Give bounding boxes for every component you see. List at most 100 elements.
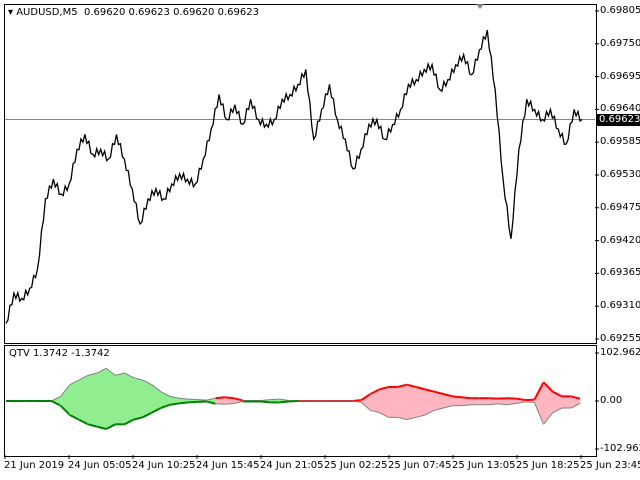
indicator-lower-line (279, 400, 289, 404)
indicator-lower-line (406, 416, 417, 421)
indicator-lower-line (497, 403, 508, 406)
time-label: 24 Jun 10:25 (132, 460, 196, 471)
indicator-upper-line (461, 396, 471, 400)
price-tick-label: 0.69805 (600, 5, 640, 16)
time-label: 24 Jun 15:45 (196, 460, 260, 471)
price-series-line (5, 29, 583, 324)
indicator-upper-line (105, 367, 116, 376)
indicator-lower-line (105, 423, 116, 430)
indicator-lower-line (261, 400, 271, 404)
indicator-upper-line (142, 379, 153, 386)
indicator-upper-line (151, 384, 162, 393)
indicator-lower-line (123, 418, 135, 426)
time-label: 25 Jun 23:45 (580, 460, 640, 471)
indicator-lower-line (424, 409, 435, 416)
price-chart[interactable] (4, 4, 597, 344)
time-label: 25 Jun 07:45 (388, 460, 452, 471)
indicator-upper-line (533, 381, 545, 401)
price-tick-label: 0.69365 (600, 267, 640, 279)
indicator-upper-line (570, 395, 581, 400)
indicator-upper-line (179, 397, 189, 400)
indicator-lower-line (142, 411, 153, 419)
price-tick-label: 0.69255 (600, 333, 640, 344)
indicator-lower-line (516, 401, 526, 404)
indicator-fill (105, 367, 116, 430)
price-tick-label: 0.69750 (600, 37, 640, 49)
indicator-lower-line (434, 407, 444, 411)
indicator-upper-line (516, 397, 526, 402)
indicator-upper-line (233, 397, 244, 402)
indicator-lower-line (59, 404, 71, 416)
indicator-fill (69, 379, 80, 421)
indicator-upper-line (60, 384, 71, 397)
indicator-lower-line (179, 401, 189, 405)
indicator-fill (379, 386, 389, 418)
indicator-upper-line (51, 395, 61, 402)
indicator-lower-line (543, 412, 554, 425)
price-tick-label: 0.69585 (600, 136, 640, 148)
time-label: 24 Jun 21:05 (260, 460, 324, 471)
indicator-upper-line (415, 386, 426, 391)
indicator-lower-line (96, 425, 107, 430)
indicator-lower-line (151, 407, 162, 414)
indicator-lower-line (370, 409, 380, 414)
indicator-header: QTV 1.3742 -1.3742 (9, 348, 110, 359)
indicator-lower-line (160, 403, 171, 409)
price-tick-label: 0.69475 (600, 201, 640, 213)
indicator-upper-line (215, 396, 225, 400)
indicator-upper-line (169, 395, 180, 399)
indicator-upper-line (160, 391, 171, 397)
indicator-fill (78, 374, 89, 425)
indicator-lower-line (87, 423, 98, 428)
price-tick-label: 0.69695 (600, 70, 640, 82)
indicator-lower-line (169, 402, 180, 406)
indicator-upper-line (78, 374, 89, 381)
indicator-lower-line (533, 402, 545, 425)
indicator-lower-line (507, 402, 517, 406)
indicator-upper-line (552, 390, 563, 398)
price-tick-label: 0.69530 (600, 169, 640, 180)
indicator-values: 1.3742 -1.3742 (33, 348, 110, 359)
indicator-upper-line (87, 372, 98, 376)
indicator-tick-label: 0.00 (600, 395, 623, 406)
indicator-upper-line (397, 383, 408, 388)
time-label: 25 Jun 02:25 (324, 460, 388, 471)
indicator-lower-line (379, 412, 389, 418)
shift-marker-icon (476, 4, 484, 9)
price-tick-label: 0.69310 (600, 300, 640, 312)
indicator-upper-line (542, 381, 554, 393)
indicator-fill (124, 372, 134, 425)
indicator-name: QTV (9, 348, 30, 359)
indicator-lower-line (206, 400, 216, 405)
time-label: 21 Jun 2019 (4, 460, 65, 471)
symbol-header: ▾ AUDUSD,M5 0.69620 0.69623 0.69620 0.69… (8, 7, 259, 18)
indicator-upper-line (115, 372, 125, 376)
ohlc-high: 0.69623 (128, 7, 170, 18)
symbol-label: AUDUSD,M5 (16, 7, 78, 18)
indicator-lower-line (570, 402, 581, 409)
indicator-lower-line (552, 407, 563, 414)
indicator-fill (142, 379, 153, 418)
indicator-fill (561, 396, 572, 409)
indicator-upper-line (96, 367, 107, 374)
indicator-upper-line (424, 388, 435, 393)
indicator-fill (133, 377, 143, 420)
current-price-label: 0.69623 (596, 113, 640, 126)
indicator-lower-line (443, 405, 453, 409)
indicator-tick-label: 102.9626 (600, 347, 640, 358)
indicator-upper-line (133, 377, 143, 381)
indicator-lower-line (78, 418, 89, 426)
time-label: 25 Jun 13:05 (452, 460, 516, 471)
indicator-lower-line (397, 416, 408, 421)
indicator-upper-line (369, 388, 381, 395)
indicator-fill (388, 386, 399, 418)
indicator-upper-line (279, 398, 289, 402)
ohlc-close: 0.69623 (217, 7, 259, 18)
indicator-upper-line (406, 383, 417, 388)
indicator-upper-line (433, 390, 444, 395)
indicator-fill (406, 384, 417, 420)
indicator-fill (534, 382, 544, 425)
indicator-fill (87, 372, 98, 427)
indicator-upper-line (224, 396, 234, 400)
